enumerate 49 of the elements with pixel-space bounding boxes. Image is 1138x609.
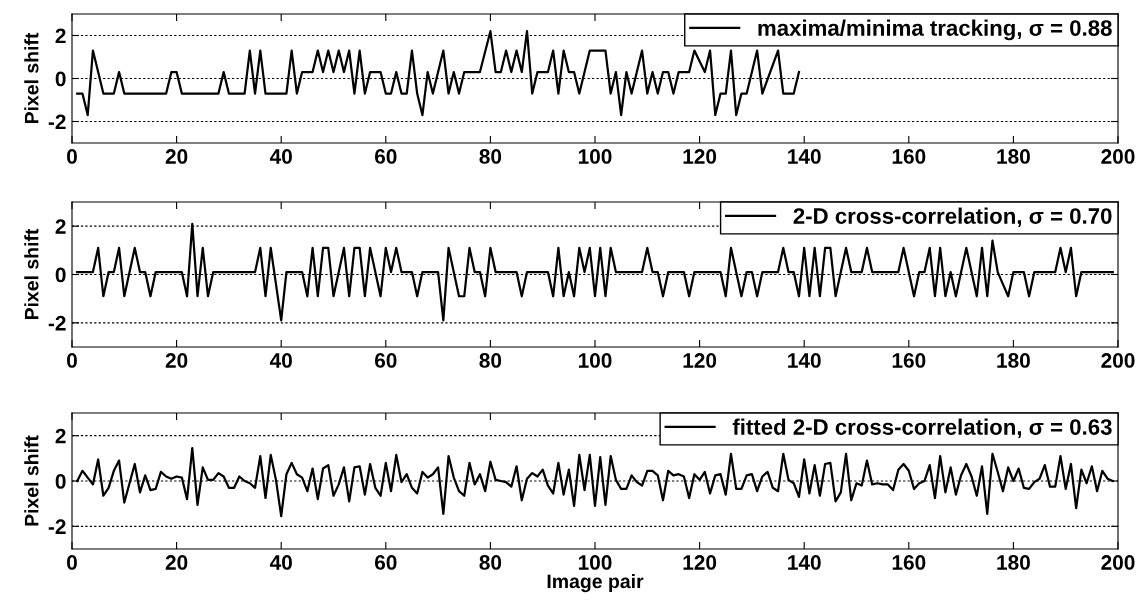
y-tick-label: 2 xyxy=(55,428,66,444)
x-tick-label: 0 xyxy=(67,149,77,164)
legend-label: maxima/minima tracking, σ = 0.88 xyxy=(758,19,1112,41)
x-tick-label: 160 xyxy=(892,555,926,570)
x-tick-label: 0 xyxy=(67,555,77,570)
y-tick-label: 0 xyxy=(55,71,66,87)
x-tick-label: 120 xyxy=(683,353,717,368)
x-tick-label: 20 xyxy=(165,555,188,570)
x-tick-label: 160 xyxy=(892,149,926,164)
x-tick-label: 180 xyxy=(997,555,1030,570)
x-tick-label: 180 xyxy=(997,353,1030,368)
x-tick-label: 40 xyxy=(269,353,292,368)
x-tick-label: 140 xyxy=(788,149,821,164)
x-tick-label: 80 xyxy=(479,353,502,368)
x-tick-label: 60 xyxy=(374,353,397,368)
x-tick-label: 140 xyxy=(788,555,821,570)
x-tick-label: 180 xyxy=(997,149,1030,164)
x-tick-label: 0 xyxy=(67,353,77,368)
x-tick-label: 200 xyxy=(1101,555,1135,570)
x-tick-label: 80 xyxy=(479,149,502,164)
legend-label: fitted 2-D cross-correlation, σ = 0.63 xyxy=(732,418,1112,439)
y-tick-label: -2 xyxy=(48,315,66,331)
y-tick-label: -2 xyxy=(48,114,66,130)
x-tick-label: 100 xyxy=(578,353,612,368)
y-tick-label: 0 xyxy=(55,474,66,489)
x-tick-label: 60 xyxy=(374,555,397,570)
x-tick-label: 200 xyxy=(1101,353,1135,368)
x-tick-label: 60 xyxy=(374,149,397,164)
y-axis-title: Pixel shift xyxy=(24,32,39,124)
y-axis-title: Pixel shift xyxy=(24,228,39,320)
x-tick-label: 100 xyxy=(578,149,612,164)
y-tick-label: 0 xyxy=(55,267,66,283)
x-tick-label: 20 xyxy=(165,149,188,164)
y-axis-title: Pixel shift xyxy=(24,435,39,526)
x-tick-label: 40 xyxy=(269,149,292,164)
legend-label: 2-D cross-correlation, σ = 0.70 xyxy=(793,207,1112,228)
x-tick-label: 160 xyxy=(892,353,926,368)
x-axis-title: Image pair xyxy=(547,573,644,593)
x-tick-label: 20 xyxy=(165,353,188,368)
y-tick-label: -2 xyxy=(48,519,66,534)
x-tick-label: 120 xyxy=(683,149,717,164)
y-tick-label: 2 xyxy=(55,28,66,44)
x-tick-label: 100 xyxy=(578,555,612,570)
x-tick-label: 200 xyxy=(1101,149,1135,164)
x-tick-label: 40 xyxy=(269,555,292,570)
x-tick-label: 120 xyxy=(683,555,717,570)
y-tick-label: 2 xyxy=(55,219,66,234)
x-tick-label: 80 xyxy=(479,555,502,570)
x-tick-label: 140 xyxy=(788,353,821,368)
